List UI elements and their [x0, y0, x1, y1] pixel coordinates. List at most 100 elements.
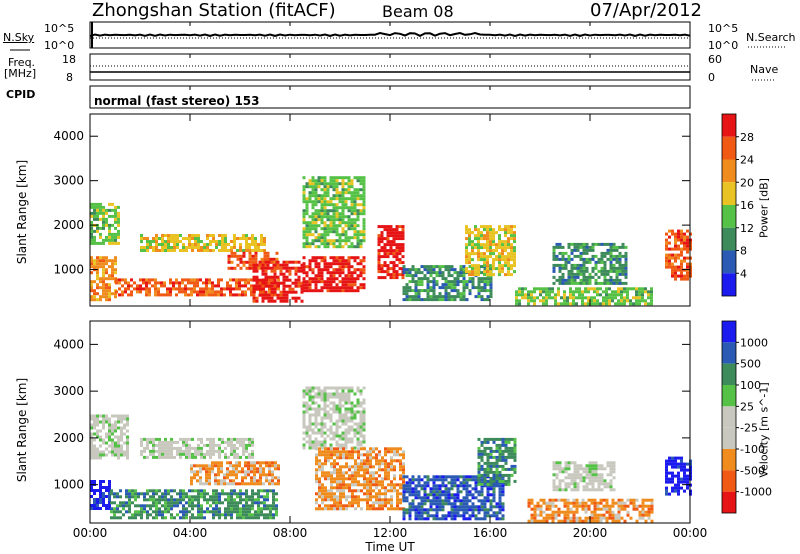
power-cell [267, 266, 271, 270]
velocity-cell [206, 510, 209, 514]
velocity-cell [402, 514, 406, 518]
velocity-cell [185, 443, 188, 447]
velocity-cell [581, 501, 585, 505]
velocity-cell [357, 504, 360, 508]
power-cell [252, 293, 256, 297]
velocity-cell [90, 447, 93, 451]
velocity-cell [126, 447, 129, 451]
power-cell [254, 243, 257, 246]
velocity-cell [542, 519, 546, 523]
velocity-cell [323, 401, 327, 405]
power-cell [474, 270, 477, 274]
power-cell [317, 245, 321, 249]
power-cell [359, 262, 363, 266]
velocity-cell [230, 513, 233, 517]
velocity-cell [191, 513, 194, 517]
power-cell [513, 252, 516, 256]
power-cell [626, 287, 629, 291]
power-cell [362, 230, 366, 234]
power-cell [677, 274, 680, 278]
power-cell [555, 263, 559, 267]
velocity-cell [272, 501, 275, 505]
power-cell [108, 241, 111, 245]
power-cell [332, 182, 336, 186]
velocity-cell [271, 482, 274, 486]
power-cell [426, 265, 430, 269]
power-cell [680, 241, 683, 245]
velocity-cell [254, 510, 257, 514]
velocity-cell [605, 504, 609, 508]
power-cell [282, 278, 286, 282]
power-cell [453, 298, 457, 302]
power-cell [498, 237, 501, 241]
power-cell [268, 287, 271, 291]
velocity-cell [501, 467, 505, 471]
power-cell [302, 191, 306, 195]
velocity-cell [200, 492, 203, 496]
velocity-cell [335, 419, 339, 423]
power-cell [99, 262, 102, 266]
power-cell [323, 209, 327, 213]
velocity-cell [477, 437, 481, 441]
velocity-cell [93, 423, 96, 427]
power-cell [314, 283, 318, 287]
velocity-cell [384, 465, 387, 469]
power-cell [359, 271, 363, 275]
velocity-cell [426, 517, 430, 521]
power-cell [498, 246, 501, 250]
velocity-cell [429, 502, 433, 506]
velocity-cell [351, 474, 354, 478]
velocity-cell [311, 389, 315, 393]
velocity-cell [191, 455, 194, 459]
power-cell [338, 259, 342, 263]
velocity-cell [254, 516, 257, 520]
power-cell [308, 268, 312, 272]
velocity-cell [342, 453, 345, 457]
power-cell [329, 209, 333, 213]
power-cell [267, 275, 271, 279]
power-cell [294, 284, 298, 288]
power-cell [486, 246, 489, 250]
power-cell [155, 240, 158, 243]
velocity-cell [483, 476, 487, 480]
power-cell [320, 209, 324, 213]
power-cell [305, 182, 309, 186]
velocity-cell [203, 510, 206, 514]
power-cell [596, 287, 599, 291]
power-cell [211, 287, 214, 291]
power-cell [576, 275, 580, 279]
power-cell [617, 299, 620, 303]
velocity-cell [314, 437, 318, 441]
velocity-cell [530, 519, 534, 523]
velocity-cell [347, 398, 351, 402]
power-cell [341, 233, 345, 237]
velocity-cell [362, 407, 366, 411]
velocity-cell [344, 431, 348, 435]
velocity-cell [268, 479, 271, 483]
velocity-cell [90, 423, 93, 427]
velocity-cell [501, 502, 505, 506]
velocity-cell [259, 470, 262, 474]
velocity-cell [318, 462, 321, 466]
velocity-cell [318, 492, 321, 496]
power-cell [408, 298, 412, 302]
power-cell [266, 251, 270, 255]
power-cell [665, 259, 668, 263]
velocity-cell [575, 510, 579, 514]
velocity-cell [341, 386, 345, 390]
velocity-cell [108, 438, 111, 442]
velocity-cell [259, 482, 262, 486]
velocity-cell [414, 496, 418, 500]
velocity-cell [405, 484, 409, 488]
velocity-cell [248, 437, 251, 441]
velocity-cell [271, 476, 274, 480]
velocity-cell [542, 501, 546, 505]
power-cell [581, 293, 584, 297]
velocity-cell [426, 481, 430, 485]
power-cell [130, 284, 133, 288]
power-cell [105, 298, 108, 302]
velocity-cell [327, 504, 330, 508]
velocity-cell [320, 425, 324, 429]
velocity-cell [161, 446, 164, 450]
power-cell [255, 269, 259, 273]
